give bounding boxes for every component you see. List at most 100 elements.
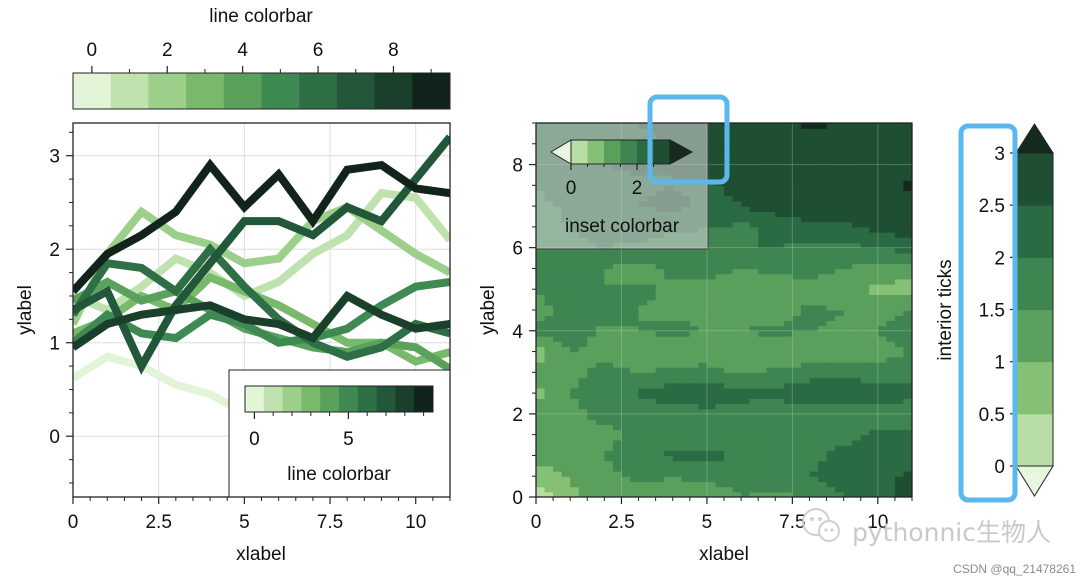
contour-cell — [852, 195, 862, 202]
contour-cell — [869, 206, 879, 212]
contour-cell — [724, 424, 734, 431]
contour-cell — [826, 185, 836, 192]
contour-cell — [818, 242, 828, 249]
contour-cell — [749, 273, 759, 280]
contour-cell — [595, 476, 605, 483]
contour-cell — [706, 330, 717, 337]
contour-cell — [843, 169, 853, 176]
contour-cell — [869, 367, 879, 373]
contour-cell — [775, 159, 785, 166]
contour-cell — [578, 377, 588, 384]
contour-cell — [698, 335, 708, 342]
contour-cell — [672, 403, 682, 410]
contour-cell — [758, 128, 768, 134]
contour-cell — [886, 252, 896, 259]
contour-cell — [749, 486, 759, 493]
side-colorbar-extend-high — [1015, 123, 1054, 154]
contour-cell — [775, 476, 785, 483]
contour-cell — [647, 330, 657, 337]
contour-cell — [698, 289, 708, 296]
contour-cell — [578, 398, 588, 405]
right-y-tick-label: 2 — [512, 405, 523, 426]
contour-cell — [800, 278, 811, 285]
contour-cell — [843, 195, 853, 202]
contour-cell — [621, 320, 631, 327]
contour-cell — [843, 330, 853, 337]
contour-cell — [612, 247, 623, 254]
top-colorbar-cell-1 — [110, 73, 149, 109]
contour-cell — [903, 221, 912, 228]
contour-cell — [587, 273, 597, 280]
series-line-5 — [73, 277, 450, 347]
contour-cell — [843, 335, 853, 342]
contour-cell — [698, 258, 708, 264]
contour-cell — [749, 133, 759, 140]
contour-cell — [706, 325, 717, 332]
contour-cell — [536, 424, 546, 431]
contour-cell — [706, 315, 717, 321]
contour-cell — [818, 465, 828, 472]
contour-cell — [826, 258, 836, 264]
contour-cell — [561, 460, 571, 467]
contour-cell — [775, 211, 785, 218]
contour-cell — [792, 232, 802, 238]
contour-cell — [553, 465, 563, 472]
contour-cell — [570, 268, 580, 275]
contour-cell — [758, 133, 768, 140]
contour-cell — [860, 315, 870, 321]
contour-cell — [860, 190, 870, 197]
contour-cell — [689, 304, 699, 311]
right-y-tick-label: 6 — [512, 239, 523, 260]
contour-cell — [869, 372, 879, 379]
contour-cell — [698, 356, 708, 363]
contour-cell — [809, 320, 819, 327]
contour-cell — [835, 341, 845, 347]
contour-cell — [698, 263, 708, 270]
contour-cell — [860, 221, 870, 228]
contour-cell — [809, 460, 819, 467]
contour-cell — [698, 346, 708, 353]
contour-cell — [792, 460, 802, 467]
contour-cell — [612, 471, 623, 477]
contour-cell — [877, 382, 887, 389]
contour-cell — [689, 439, 699, 446]
contour-cell — [809, 128, 819, 134]
contour-cell — [775, 304, 785, 311]
contour-cell — [843, 434, 853, 441]
contour-cell — [758, 367, 768, 373]
contour-cell — [595, 289, 605, 296]
contour-cell — [783, 148, 793, 155]
contour-cell — [621, 439, 631, 446]
contour-cell — [544, 294, 554, 301]
contour-cell — [595, 315, 605, 321]
contour-cell — [553, 252, 563, 259]
contour-cell — [792, 471, 802, 477]
contour-cell — [724, 450, 734, 457]
contour-cell — [672, 268, 682, 275]
contour-cell — [818, 221, 828, 228]
contour-cell — [800, 341, 811, 347]
contour-cell — [749, 445, 759, 451]
contour-cell — [894, 398, 905, 405]
left-inset-cell-frame — [244, 385, 434, 413]
contour-cell — [698, 491, 708, 497]
contour-cell — [886, 476, 896, 483]
contour-cell — [672, 284, 682, 290]
contour-cell — [741, 258, 751, 264]
contour-cell — [843, 284, 853, 290]
contour-cell — [894, 263, 905, 270]
contour-cell — [655, 460, 665, 467]
contour-cell — [732, 190, 742, 197]
contour-cell — [536, 372, 546, 379]
contour-cell — [655, 268, 665, 275]
contour-cell — [698, 408, 708, 415]
contour-cell — [647, 455, 657, 462]
contour-cell — [860, 206, 870, 212]
contour-cell — [860, 372, 870, 379]
contour-cell — [706, 341, 717, 347]
contour-cell — [672, 273, 682, 280]
contour-cell — [647, 403, 657, 410]
contour-cell — [792, 481, 802, 488]
contour-cell — [706, 195, 717, 202]
contour-cell — [826, 211, 836, 218]
